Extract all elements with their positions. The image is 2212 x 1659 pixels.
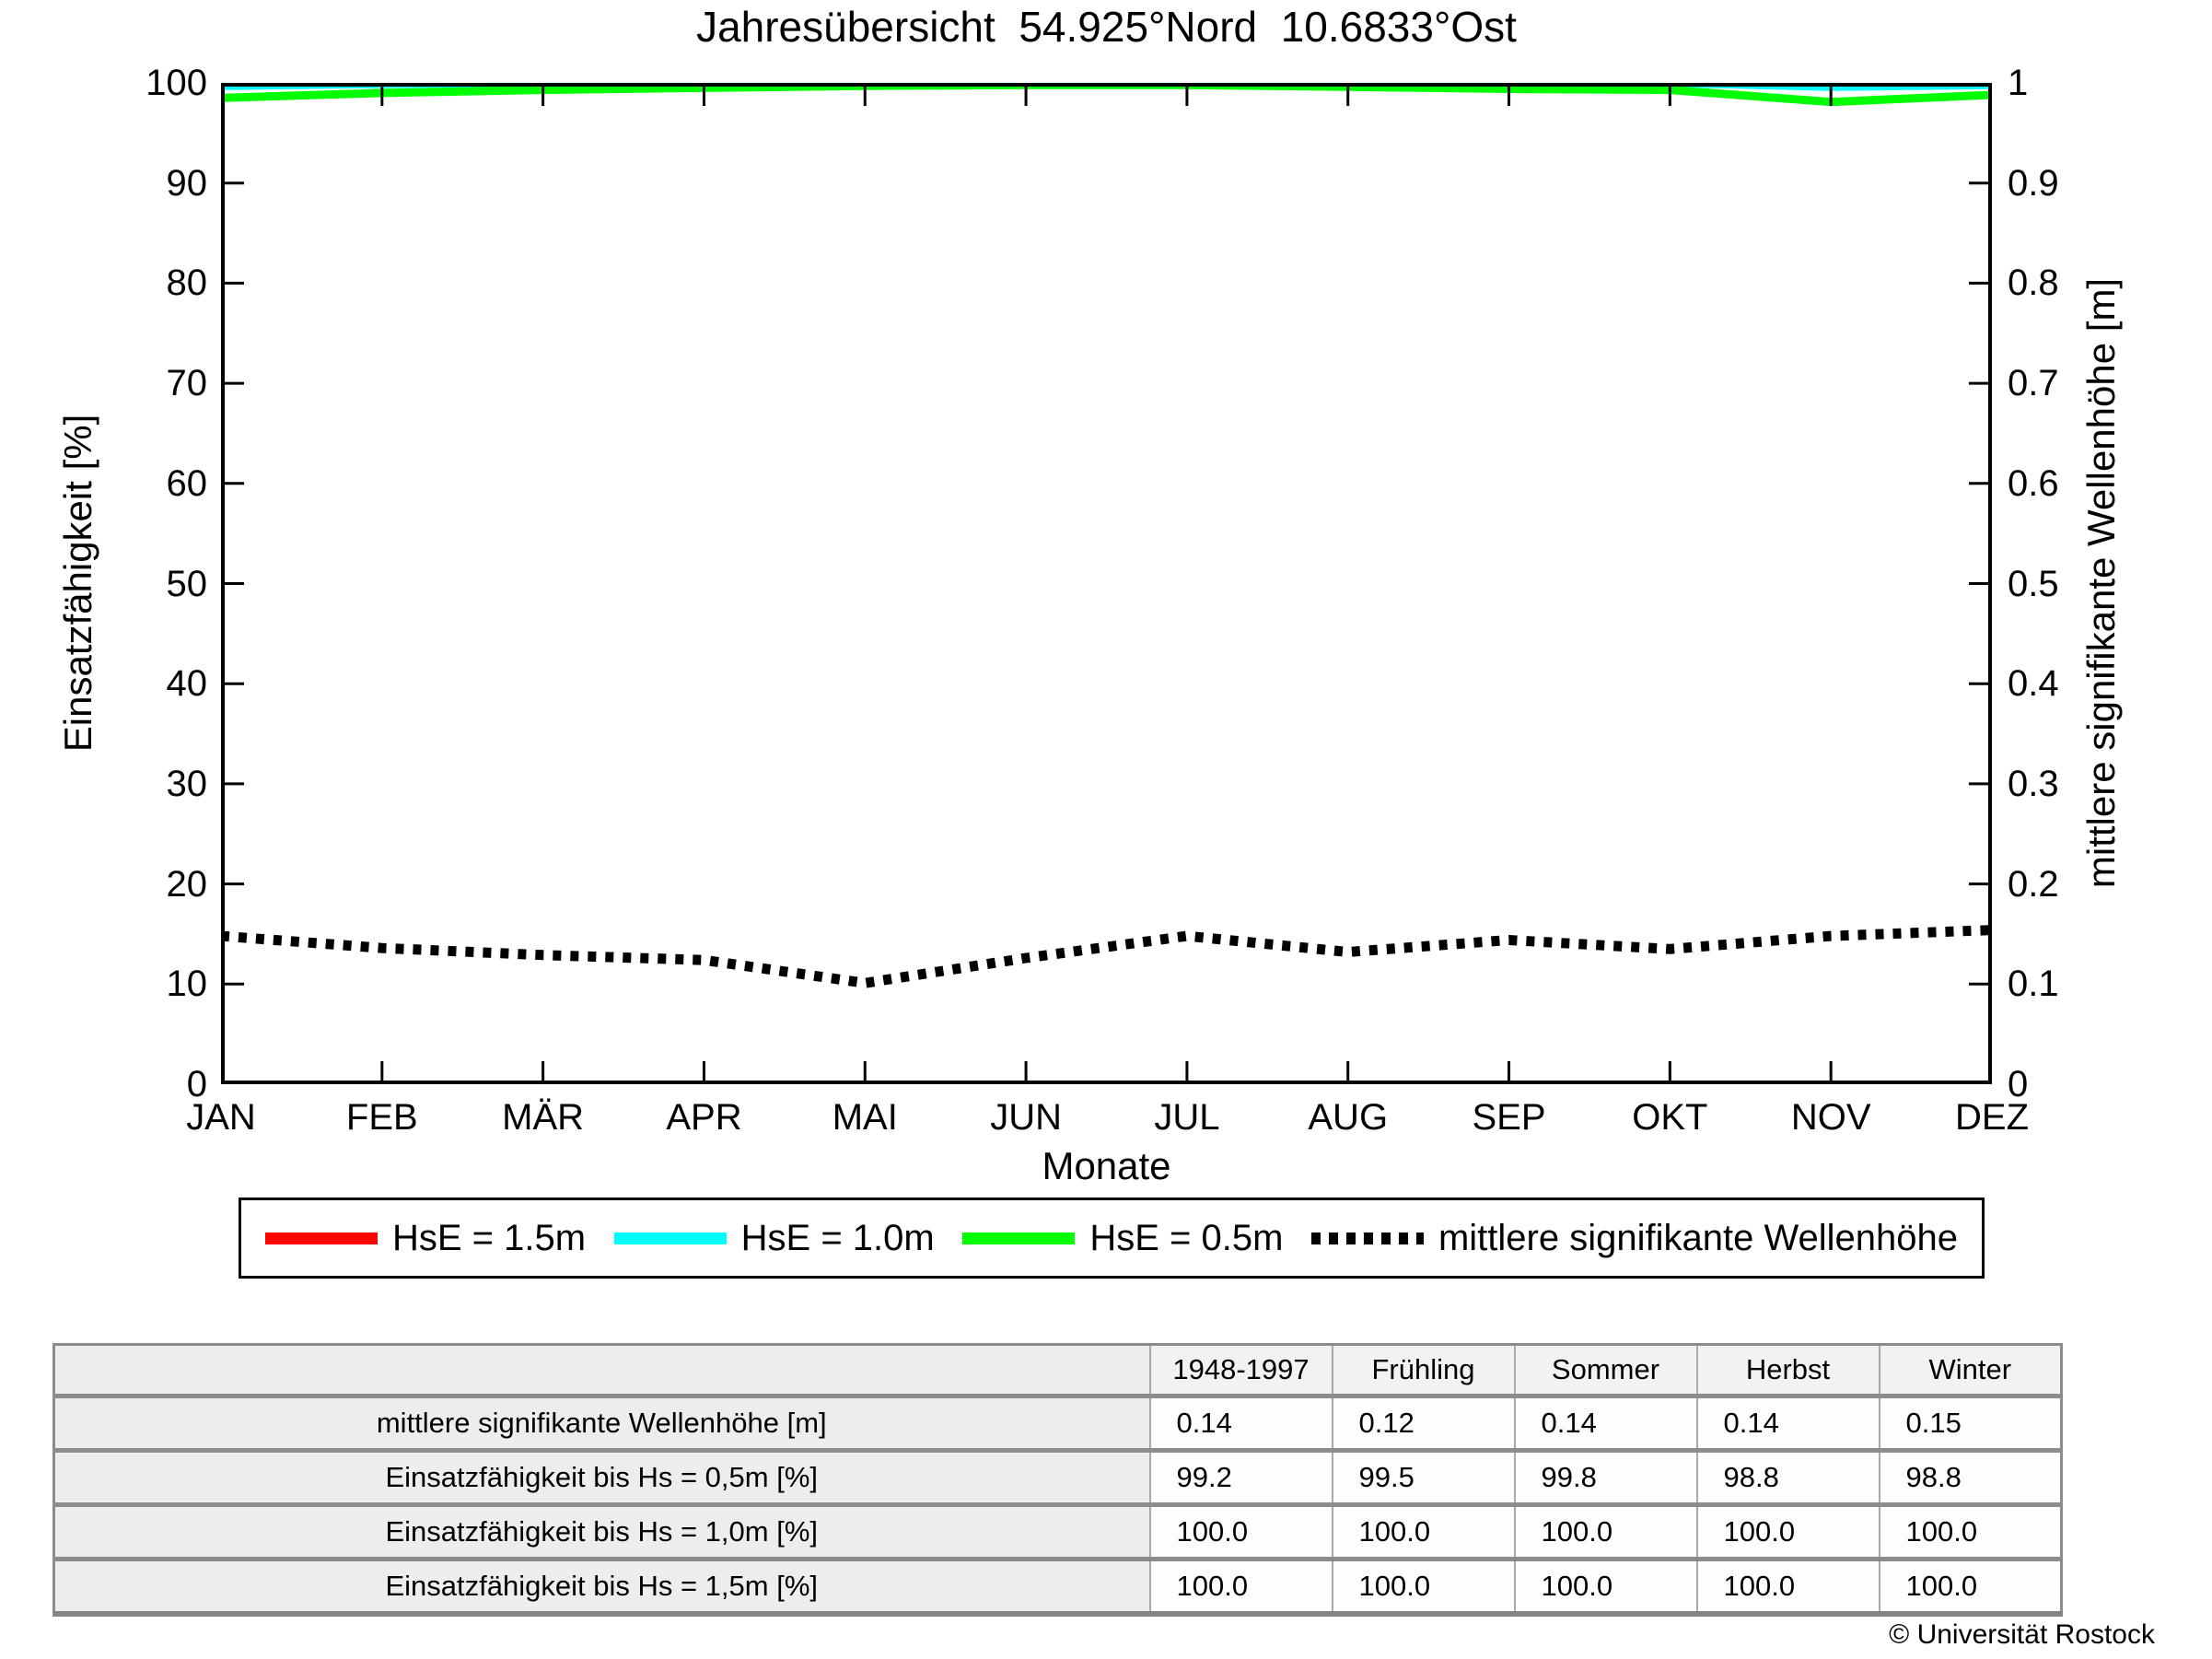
left-axis-tick: 30 bbox=[166, 763, 208, 804]
left-axis-tick: 50 bbox=[166, 563, 208, 604]
right-axis-tick: 0.5 bbox=[2008, 563, 2059, 604]
table-header-cell: 1948-1997 bbox=[1148, 1344, 1333, 1396]
table-cell: 100.0 bbox=[1331, 1559, 1516, 1614]
x-axis-tick: JUN bbox=[990, 1097, 1062, 1138]
legend-label: HsE = 1.0m bbox=[740, 1217, 935, 1258]
left-axis-label: Einsatzfähigkeit [%] bbox=[56, 414, 99, 753]
table-header-cell: Sommer bbox=[1513, 1344, 1698, 1396]
table-cell: 98.8 bbox=[1695, 1450, 1880, 1505]
line-swatch-icon bbox=[613, 1232, 727, 1244]
x-axis-label: Monate bbox=[1042, 1144, 1171, 1187]
plot-area bbox=[221, 83, 1992, 1084]
table-cell: 99.2 bbox=[1148, 1450, 1333, 1505]
copyright-text: © Universität Rostock bbox=[1889, 1619, 2155, 1650]
table-row-label: mittlere signifikante Wellenhöhe [m] bbox=[52, 1396, 1151, 1451]
table-cell: 0.12 bbox=[1331, 1396, 1516, 1451]
right-axis-tick: 0.4 bbox=[2008, 663, 2059, 705]
table-cell: 100.0 bbox=[1878, 1504, 2063, 1560]
x-axis-tick: FEB bbox=[345, 1097, 418, 1138]
left-axis-tick: 0 bbox=[186, 1064, 207, 1104]
x-axis-tick: MAI bbox=[832, 1097, 898, 1138]
x-axis-tick: AUG bbox=[1308, 1097, 1389, 1138]
x-axis-tick: OKT bbox=[1632, 1097, 1708, 1138]
left-axis-tick: 10 bbox=[166, 964, 208, 1005]
legend-label: HsE = 0.5m bbox=[1089, 1217, 1284, 1258]
axes-box bbox=[221, 83, 1992, 1084]
table-row-label: Einsatzfähigkeit bis Hs = 1,5m [%] bbox=[52, 1559, 1151, 1614]
table-cell: 100.0 bbox=[1695, 1559, 1880, 1614]
table-cell: 0.14 bbox=[1148, 1396, 1333, 1451]
right-axis-tick: 0 bbox=[2008, 1064, 2029, 1104]
chart-title: Jahresübersicht 54.925°Nord 10.6833°Ost bbox=[696, 3, 1517, 51]
left-axis-tick: 90 bbox=[166, 162, 208, 204]
right-axis-tick: 0.6 bbox=[2008, 462, 2059, 504]
x-axis-tick: SEP bbox=[1472, 1097, 1546, 1138]
x-axis-tick: MÄR bbox=[502, 1097, 585, 1138]
right-axis-tick: 0.3 bbox=[2008, 763, 2059, 804]
table-cell: 100.0 bbox=[1331, 1504, 1516, 1560]
legend-item: HsE = 1.5m bbox=[265, 1218, 586, 1259]
left-axis-tick: 60 bbox=[166, 462, 208, 504]
left-axis-tick: 70 bbox=[166, 363, 208, 404]
table-header-cell: Frühling bbox=[1331, 1344, 1516, 1396]
dotted-line-swatch-icon bbox=[1310, 1232, 1424, 1244]
table-cell: 0.14 bbox=[1695, 1396, 1880, 1451]
legend-item: HsE = 0.5m bbox=[962, 1218, 1283, 1259]
table-row: Einsatzfähigkeit bis Hs = 1,0m [%] 100.0 1… bbox=[52, 1504, 2063, 1560]
table-cell: 100.0 bbox=[1513, 1504, 1698, 1560]
table-cell: 0.14 bbox=[1513, 1396, 1698, 1451]
right-axis-label: mittlere signifikante Wellenhöhe [m] bbox=[2079, 277, 2123, 889]
x-axis-tick: DEZ bbox=[1955, 1097, 2029, 1138]
table-cell: 100.0 bbox=[1148, 1504, 1333, 1560]
table-cell: 0.15 bbox=[1878, 1396, 2063, 1451]
line-swatch-icon bbox=[962, 1232, 1076, 1244]
x-axis-tick: JAN bbox=[186, 1097, 256, 1138]
x-axis-tick: NOV bbox=[1790, 1097, 1871, 1138]
table-header-cell: Winter bbox=[1878, 1344, 2063, 1396]
series-line-wave-height bbox=[221, 925, 1992, 988]
left-axis-tick: 100 bbox=[146, 63, 207, 103]
table-header-row: 1948-1997 Frühling Sommer Herbst Winter bbox=[52, 1344, 2063, 1396]
table-cell: 98.8 bbox=[1878, 1450, 2063, 1505]
right-axis-tick: 0.9 bbox=[2008, 162, 2059, 204]
legend-box: HsE = 1.5m HsE = 1.0m HsE = 0.5m mittlere s… bbox=[239, 1198, 1985, 1279]
table-cell: 100.0 bbox=[1878, 1559, 2063, 1614]
left-axis-tick: 80 bbox=[166, 263, 208, 304]
right-axis-tick: 1 bbox=[2008, 63, 2029, 103]
right-axis-tick: 0.1 bbox=[2008, 964, 2059, 1005]
table-row: mittlere signifikante Wellenhöhe [m] 0.14… bbox=[52, 1396, 2063, 1451]
table-cell: 99.5 bbox=[1331, 1450, 1516, 1505]
season-table: 1948-1997 Frühling Sommer Herbst Winter mittl… bbox=[52, 1343, 2063, 1617]
table-cell: 99.8 bbox=[1513, 1450, 1698, 1505]
legend-label: HsE = 1.5m bbox=[392, 1217, 587, 1258]
x-axis-tick: JUL bbox=[1154, 1097, 1220, 1138]
legend-label: mittlere signifikante Wellenhöhe bbox=[1438, 1217, 1958, 1258]
x-axis-tick: APR bbox=[666, 1097, 742, 1138]
table-row-label: Einsatzfähigkeit bis Hs = 0,5m [%] bbox=[52, 1450, 1151, 1505]
right-axis-tick: 0.7 bbox=[2008, 363, 2059, 404]
table-cell: 100.0 bbox=[1695, 1504, 1880, 1560]
left-axis-tick: 40 bbox=[166, 663, 208, 705]
table-row-label: Einsatzfähigkeit bis Hs = 1,0m [%] bbox=[52, 1504, 1151, 1560]
right-axis-tick: 0.2 bbox=[2008, 863, 2059, 905]
left-axis-tick: 20 bbox=[166, 863, 208, 905]
right-axis-tick: 0.8 bbox=[2008, 263, 2059, 304]
table-cell: 100.0 bbox=[1513, 1559, 1698, 1614]
line-swatch-icon bbox=[265, 1232, 378, 1244]
legend-item: mittlere signifikante Wellenhöhe bbox=[1310, 1217, 1958, 1259]
table-row: Einsatzfähigkeit bis Hs = 0,5m [%] 99.2 99… bbox=[52, 1450, 2063, 1505]
table-header-cell: Herbst bbox=[1695, 1344, 1880, 1396]
table-header-cell bbox=[52, 1344, 1151, 1396]
table-cell: 100.0 bbox=[1148, 1559, 1333, 1614]
table-row: Einsatzfähigkeit bis Hs = 1,5m [%] 100.0 1… bbox=[52, 1559, 2063, 1614]
legend-item: HsE = 1.0m bbox=[613, 1217, 935, 1259]
